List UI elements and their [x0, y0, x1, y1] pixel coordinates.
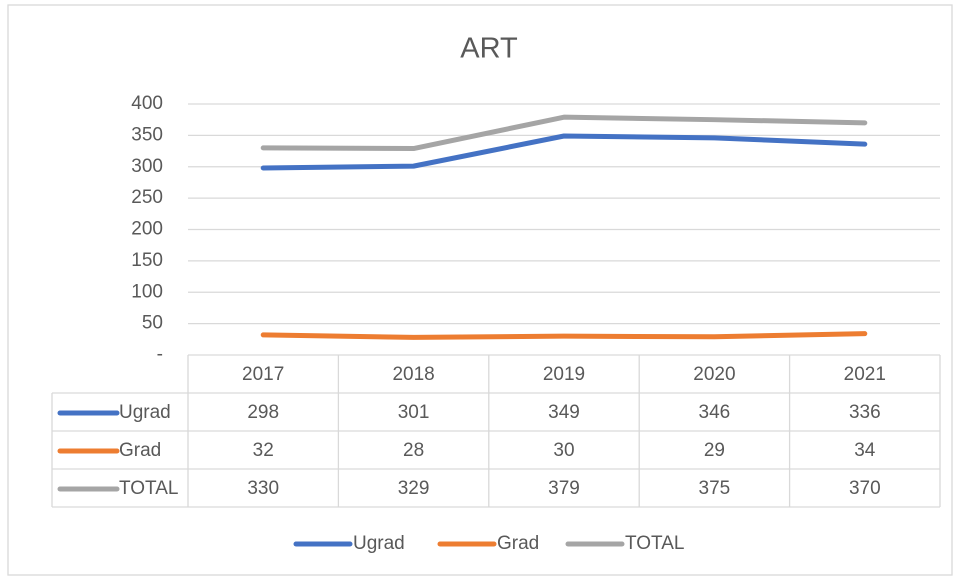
legend-label: TOTAL [625, 533, 684, 554]
y-tick-label: 200 [131, 219, 163, 240]
y-tick-label: - [157, 344, 163, 365]
chart-title: ART [460, 33, 518, 65]
table-value: 336 [849, 402, 881, 423]
legend-label: Grad [497, 533, 539, 554]
x-tick-label: 2021 [844, 364, 886, 385]
x-tick-label: 2018 [392, 364, 434, 385]
chart-area [7, 4, 953, 576]
table-value: 346 [699, 402, 731, 423]
table-value: 370 [849, 478, 881, 499]
table-series-name: Grad [119, 440, 161, 461]
legend-label: Ugrad [353, 533, 405, 554]
x-tick-label: 2017 [242, 364, 284, 385]
table-series-name: TOTAL [119, 478, 178, 499]
table-value: 329 [398, 478, 430, 499]
table-value: 379 [548, 478, 580, 499]
series-line [260, 133, 868, 171]
x-tick-label: 2020 [693, 364, 735, 385]
y-tick-label: 350 [131, 124, 163, 145]
table-value: 298 [247, 402, 279, 423]
table-series-name: Ugrad [119, 402, 171, 423]
table-value: 32 [253, 440, 274, 461]
table-value: 34 [854, 440, 876, 461]
y-tick-label: 400 [131, 93, 163, 114]
table-value: 330 [247, 478, 279, 499]
table-value: 29 [704, 440, 725, 461]
y-tick-label: 50 [142, 313, 163, 334]
table-value: 30 [553, 440, 574, 461]
x-tick-label: 2019 [543, 364, 585, 385]
table-value: 375 [699, 478, 731, 499]
y-tick-label: 150 [131, 250, 163, 271]
series-line [260, 331, 868, 340]
y-tick-label: 300 [131, 156, 163, 177]
table-value: 349 [548, 402, 580, 423]
table-value: 28 [403, 440, 424, 461]
series-line [260, 114, 868, 152]
y-tick-label: 250 [131, 187, 163, 208]
table-value: 301 [398, 402, 430, 423]
y-tick-label: 100 [131, 281, 163, 302]
